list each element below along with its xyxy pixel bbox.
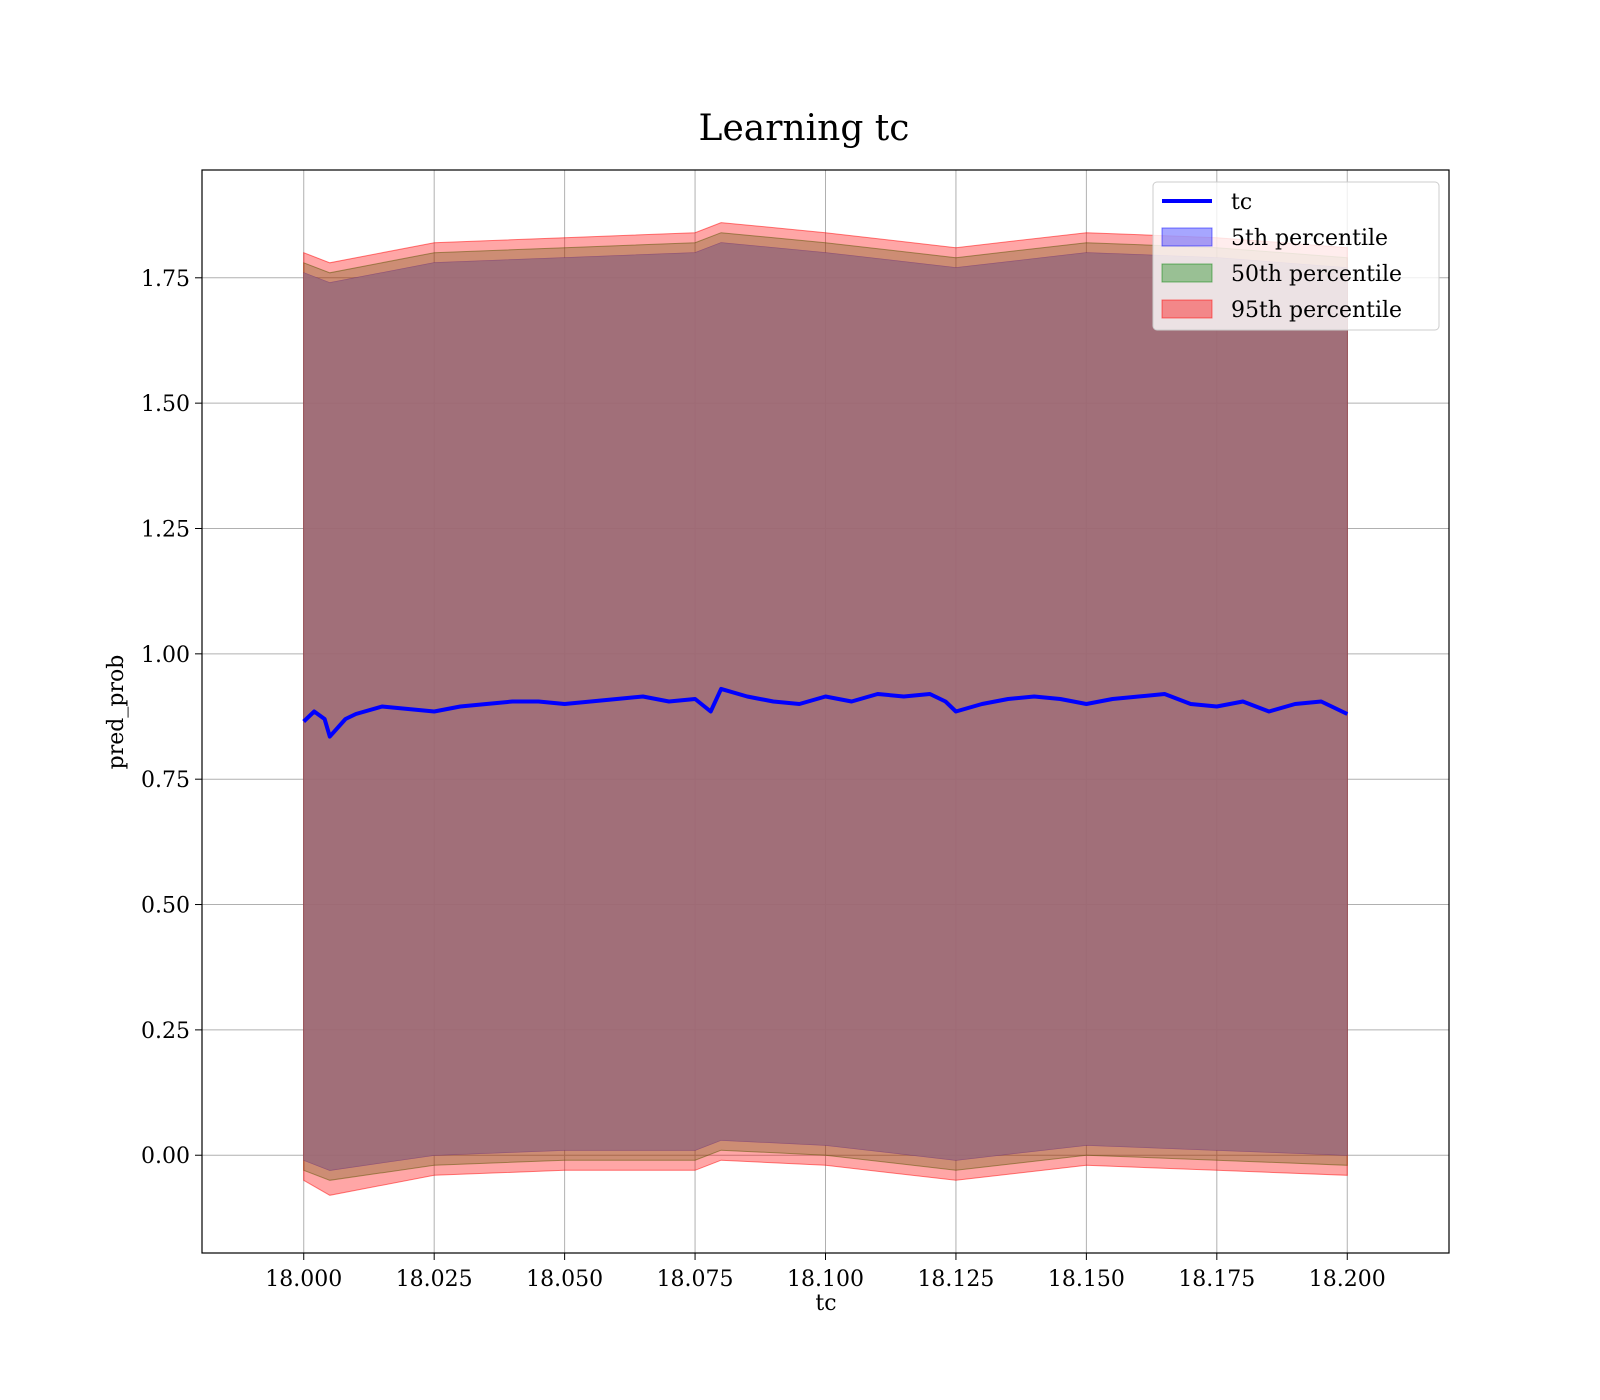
chart-title: Learning tc (699, 108, 910, 149)
y-tick-label: 0.50 (141, 894, 190, 919)
x-tick-label: 18.150 (1048, 1267, 1125, 1292)
y-axis-label: pred_prob (104, 655, 129, 770)
legend-swatch (1161, 227, 1213, 247)
legend-label: 5th percentile (1231, 226, 1388, 251)
x-tick-label: 18.075 (657, 1267, 734, 1292)
band-overlap-core (303, 242, 1348, 1171)
x-tick-label: 18.025 (396, 1267, 473, 1292)
series-line-tc (302, 686, 1349, 739)
x-tick-label: 18.200 (1309, 1267, 1386, 1292)
y-tick-label: 1.25 (141, 517, 190, 542)
legend: tc 5th percentile 50th percentile 95th perc… (1152, 181, 1440, 331)
y-tick-label: 1.00 (141, 643, 190, 668)
legend-swatch (1161, 263, 1213, 283)
legend-swatch (1161, 299, 1213, 319)
legend-label: 95th percentile (1231, 298, 1402, 323)
y-tick-label: 0.75 (141, 768, 190, 793)
y-tick-label: 1.75 (141, 267, 190, 292)
x-tick-label: 18.100 (787, 1267, 864, 1292)
x-axis-label: tc (815, 1291, 836, 1316)
legend-label-tc: tc (1231, 190, 1252, 215)
x-tick-label: 18.050 (526, 1267, 603, 1292)
y-tick-label: 0.00 (141, 1144, 190, 1169)
plot-area: 18.000 18.025 18.050 18.075 18.100 18.125 18.1… (141, 169, 1450, 1292)
x-tick-label: 18.000 (265, 1267, 342, 1292)
legend-box (1152, 181, 1440, 331)
legend-label: 50th percentile (1231, 262, 1402, 287)
y-tick-label: 1.50 (141, 392, 190, 417)
x-tick-label: 18.175 (1178, 1267, 1255, 1292)
y-tick-label: 0.25 (141, 1019, 190, 1044)
x-tick-label: 18.125 (917, 1267, 994, 1292)
